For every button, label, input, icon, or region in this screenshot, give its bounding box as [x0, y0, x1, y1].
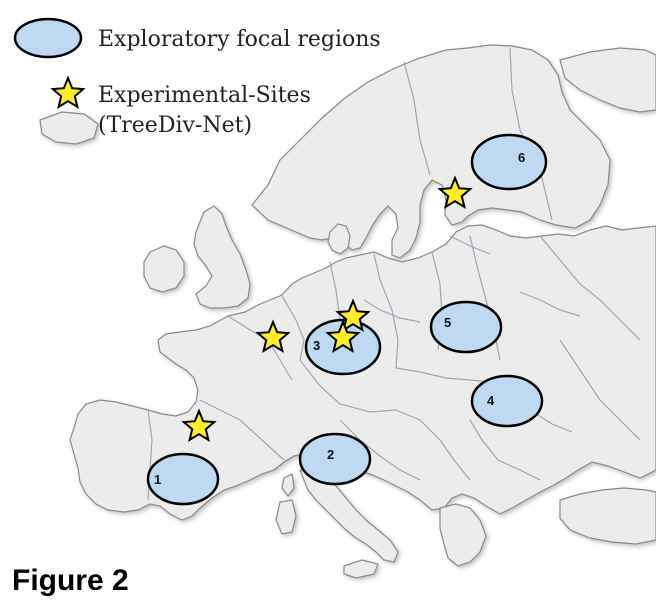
landmass-greece [439, 503, 487, 567]
landmass-turkey [559, 487, 656, 545]
experimental-sites [181, 175, 473, 443]
region-1-ellipse[interactable] [146, 452, 220, 506]
landmass-ireland [143, 245, 185, 293]
region-6-label: 6 [518, 150, 525, 165]
region-5-ellipse[interactable] [429, 300, 503, 354]
landmass-great-britain [193, 205, 251, 309]
region-5-label: 5 [444, 315, 451, 330]
landmass-sardinia [275, 499, 297, 535]
site-belgium-star-icon[interactable] [255, 319, 291, 354]
site-finland-star-icon[interactable] [437, 175, 473, 210]
landmass-iceland [39, 111, 99, 145]
legend-region-swatch [13, 17, 83, 59]
region-4-label: 4 [487, 393, 495, 408]
site-germany-south-star-icon[interactable] [325, 319, 361, 354]
site-germany-north-star-icon[interactable] [335, 298, 371, 333]
legend-focal-label: Exploratory focal regions [98, 27, 381, 52]
region-1-label: 1 [154, 472, 161, 487]
focal-regions: 1 2 3 4 5 6 [146, 133, 548, 506]
region-6-ellipse[interactable] [470, 133, 548, 191]
landmass-scandinavia [251, 44, 611, 259]
legend-sites-label-line2: (TreeDiv-Net) [98, 113, 252, 138]
site-pyrenees-star-icon[interactable] [181, 408, 217, 443]
landmass-mainland [69, 224, 656, 521]
landmass-sicily [343, 559, 379, 579]
legend-star-icon [50, 75, 86, 110]
region-4-ellipse[interactable] [470, 374, 544, 428]
landmass-group [39, 44, 656, 579]
landmass-italy [299, 469, 399, 563]
landmass-kola [559, 47, 656, 113]
landmass-denmark [327, 223, 351, 255]
legend: Exploratory focal regions Experimental-S… [13, 17, 381, 138]
landmass-corsica [281, 473, 295, 497]
region-2-label: 2 [327, 447, 334, 462]
region-3-label: 3 [313, 338, 320, 353]
region-2-ellipse[interactable] [298, 432, 372, 486]
legend-sites-label-line1: Experimental-Sites [98, 83, 311, 108]
figure-label: Figure 2 [12, 564, 129, 597]
